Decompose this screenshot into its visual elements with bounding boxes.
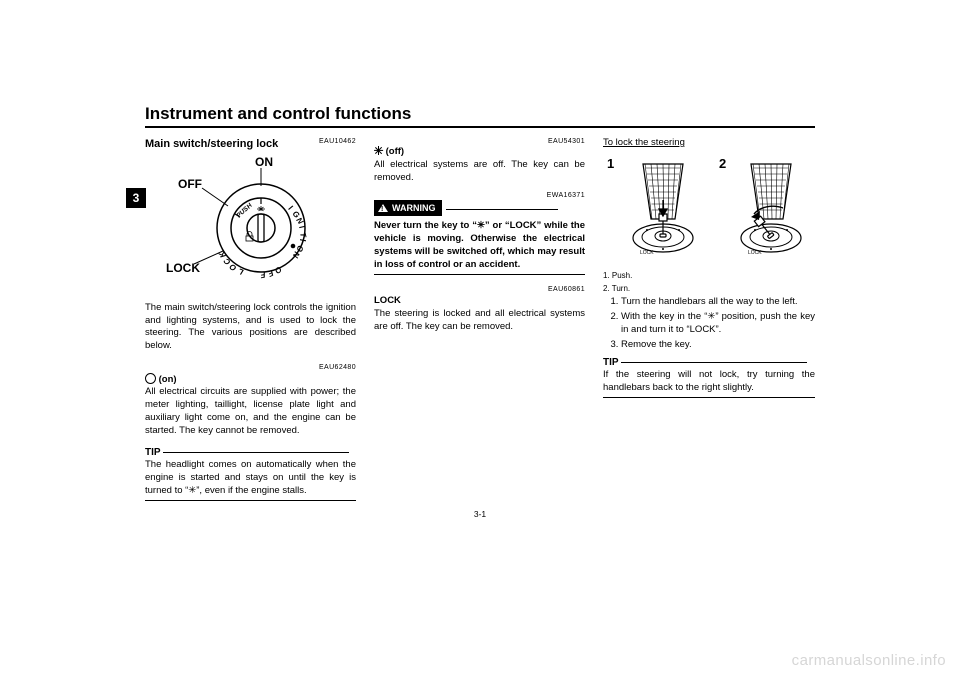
content-area: Instrument and control functions EAU1046… <box>145 104 815 519</box>
on-glyph-icon <box>145 373 156 384</box>
chapter-tab: 3 <box>126 188 146 208</box>
warning-row: WARNING <box>374 200 585 217</box>
main-switch-diagram: I G N I T I O N O F F L <box>166 156 336 296</box>
intro-text: The main switch/steering lock controls t… <box>145 302 356 353</box>
svg-text:1: 1 <box>607 156 614 171</box>
ref-code: EAU62480 <box>319 363 356 372</box>
tip-rule <box>621 362 807 363</box>
svg-text:LOCK: LOCK <box>748 250 762 256</box>
column-1: EAU10462 Main switch/steering lock <box>145 137 356 501</box>
tip-label: TIP <box>603 356 619 370</box>
svg-text:LOCK: LOCK <box>640 250 654 256</box>
tip-body: If the steering will not lock, try turni… <box>603 369 815 395</box>
lock-steering-subtitle: To lock the steering <box>603 137 815 150</box>
on-body: All electrical circuits are supplied wit… <box>145 386 356 437</box>
warning-badge: WARNING <box>374 200 442 216</box>
list-item: With the key in the “✳” position, push t… <box>621 311 815 337</box>
off-heading: (off) <box>374 146 585 159</box>
lock-body: The steering is locked and all electrica… <box>374 308 585 334</box>
label-off: OFF <box>178 177 202 191</box>
tip-body: The headlight comes on automatically whe… <box>145 459 356 497</box>
watermark: carmanualsonline.info <box>792 652 946 669</box>
lock-title: LOCK <box>374 295 585 308</box>
warning-rule <box>446 209 558 210</box>
ref-code: EAU54301 <box>548 137 585 146</box>
ref-code: EAU10462 <box>319 137 356 146</box>
diagram-caption-1: 1. Push. <box>603 271 815 282</box>
list-item: Remove the key. <box>621 339 815 352</box>
off-glyph-icon <box>374 146 383 155</box>
off-label: (off) <box>383 146 404 157</box>
ref-code: EWA16371 <box>547 191 585 200</box>
chapter-number: 3 <box>133 191 140 205</box>
page: 3 Instrument and control functions EAU10… <box>0 0 960 679</box>
columns: EAU10462 Main switch/steering lock <box>145 137 815 501</box>
svg-text:2: 2 <box>719 156 726 171</box>
tip-label: TIP <box>145 446 161 460</box>
lock-steering-diagram: 1 <box>603 154 815 269</box>
on-heading: (on) <box>145 373 356 387</box>
warning-label: WARNING <box>392 202 436 214</box>
warning-body: Never turn the key to “✳” or “LOCK” whil… <box>374 220 585 271</box>
label-on: ON <box>255 156 273 169</box>
column-3: To lock the steering 1 <box>603 137 815 501</box>
on-label: (on) <box>156 374 177 385</box>
warning-end-rule <box>374 274 585 275</box>
page-number: 3-1 <box>145 509 815 519</box>
list-item: Turn the handlebars all the way to the l… <box>621 296 815 309</box>
off-body: All electrical systems are off. The key … <box>374 159 585 185</box>
lock-steps: Turn the handlebars all the way to the l… <box>603 296 815 351</box>
svg-text:L: L <box>236 266 244 276</box>
diagram-caption-2: 2. Turn. <box>603 284 815 295</box>
tip-rule <box>163 452 349 453</box>
label-lock: LOCK <box>166 261 200 275</box>
tip-end-rule <box>145 500 356 501</box>
tip-end-rule <box>603 397 815 398</box>
warning-triangle-icon <box>378 204 388 212</box>
page-title: Instrument and control functions <box>145 104 815 124</box>
column-2: EAU54301 (off) All electrical systems ar… <box>374 137 585 501</box>
svg-text:K: K <box>216 249 227 259</box>
title-rule <box>145 126 815 128</box>
ref-code: EAU60861 <box>548 285 585 294</box>
